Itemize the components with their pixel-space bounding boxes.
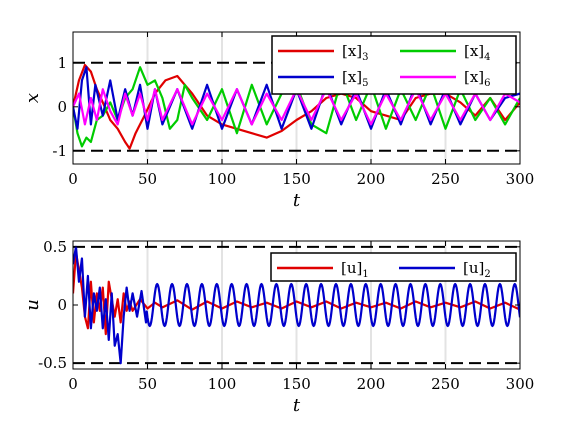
series-line-4 xyxy=(73,88,520,126)
x-tick-label: 150 xyxy=(282,170,311,188)
legend: [u]1 [u]2 xyxy=(270,252,517,282)
y-tick-label: 0.5 xyxy=(43,238,67,256)
y-tick-label: -1 xyxy=(52,142,67,160)
legend-label: [u]2 xyxy=(463,259,491,280)
legend-label: [x]5 xyxy=(342,68,369,89)
y-tick-label: 0 xyxy=(57,98,67,116)
series-line-2 xyxy=(73,245,520,365)
x-tick-label: 100 xyxy=(208,375,237,393)
y-tick-label: 1 xyxy=(57,54,67,72)
legend-label: [x]4 xyxy=(464,42,491,63)
x-tick-label: 200 xyxy=(357,375,386,393)
x-tick-label: 250 xyxy=(431,375,460,393)
x-tick-label: 50 xyxy=(138,170,157,188)
legend-label: [x]3 xyxy=(342,42,369,63)
x-tick-label: 250 xyxy=(431,170,460,188)
x-axis-label: t xyxy=(293,190,301,211)
legend: [x]3 [x]4 [x]5 [x]6 xyxy=(271,35,517,95)
x-tick-label: 300 xyxy=(506,170,535,188)
legend-label: [u]1 xyxy=(341,259,369,280)
x-tick-label: 50 xyxy=(138,375,157,393)
x-tick-label: 0 xyxy=(68,170,78,188)
legend-label: [x]6 xyxy=(464,68,491,89)
plot-area xyxy=(73,245,520,365)
x-tick-label: 100 xyxy=(208,170,237,188)
y-axis-label: u xyxy=(22,299,43,311)
x-tick-label: 300 xyxy=(506,375,535,393)
legend-box xyxy=(271,35,517,95)
y-axis-label: x xyxy=(22,93,43,103)
x-tick-label: 150 xyxy=(282,375,311,393)
y-tick-label: -0.5 xyxy=(38,354,67,372)
x-tick-label: 200 xyxy=(357,170,386,188)
x-axis-label: t xyxy=(293,395,301,416)
x-tick-label: 0 xyxy=(68,375,78,393)
plot-area xyxy=(73,63,520,150)
y-tick-label: 0 xyxy=(57,296,67,314)
